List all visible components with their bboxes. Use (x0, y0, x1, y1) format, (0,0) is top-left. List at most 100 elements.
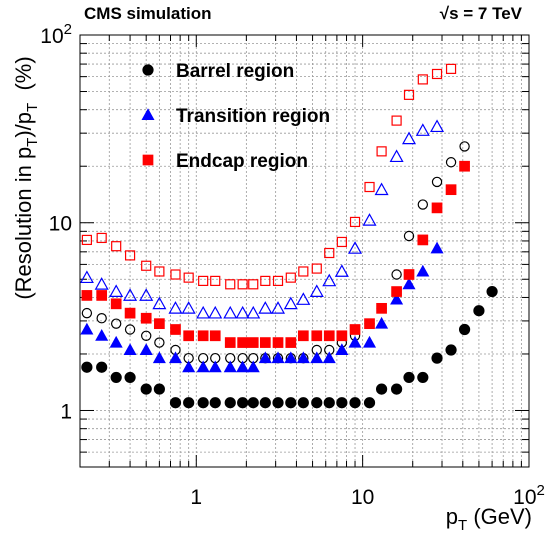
data-point-circle-filled (237, 397, 249, 409)
data-point-square-open (198, 275, 209, 287)
data-point-triangle-open (235, 305, 250, 319)
data-point-circle-open (403, 230, 415, 242)
data-point-circle-open (431, 176, 443, 188)
data-point-square-open (260, 275, 271, 287)
data-point-circle-filled (153, 383, 165, 395)
data-point-square-filled (323, 330, 335, 342)
data-point-circle-filled (349, 397, 361, 409)
data-point-square-filled (459, 160, 470, 172)
data-point-triangle-open (334, 264, 349, 277)
data-point-square-filled (183, 330, 195, 342)
data-point-triangle-open (430, 119, 445, 133)
data-point-circle-open (124, 324, 136, 335)
data-point-square-filled (209, 330, 221, 342)
header-left: CMS simulation (84, 4, 212, 23)
data-point-triangle-filled (348, 335, 362, 348)
data-point-circle-filled (473, 305, 485, 317)
data-point-triangle-filled (208, 360, 222, 373)
data-point-triangle-open (401, 131, 417, 145)
data-point-square-filled (297, 330, 309, 342)
data-point-triangle-open (196, 305, 211, 319)
data-point-triangle-filled (236, 360, 250, 373)
data-point-triangle-filled (322, 351, 336, 364)
data-point-triangle-filled (196, 360, 210, 373)
data-point-circle-open (459, 141, 470, 152)
data-point-triangle-filled (223, 360, 237, 373)
legend-label: Barrel region (176, 61, 294, 82)
data-point-triangle-open (271, 301, 286, 314)
data-point-triangle-open (94, 277, 109, 290)
data-point-square-open (376, 146, 387, 157)
data-point-circle-filled (445, 344, 457, 356)
data-point-circle-filled (247, 397, 259, 409)
data-point-square-filled (140, 312, 152, 324)
data-point-square-filled (349, 324, 361, 335)
data-point-square-filled (124, 307, 136, 319)
data-point-circle-open (154, 337, 165, 348)
data-point-square-open (141, 260, 152, 271)
data-point-triangle-open (374, 182, 389, 196)
data-point-square-filled (197, 330, 209, 342)
data-point-square-open (248, 279, 259, 290)
data-point-triangle-open (208, 305, 223, 319)
data-point-triangle-filled (271, 351, 285, 364)
data-point-circle-filled (336, 397, 348, 409)
data-point-square-filled (96, 290, 108, 301)
data-point-square-open (336, 236, 347, 248)
data-point-triangle-filled (168, 351, 183, 364)
data-point-square-filled (417, 234, 429, 246)
data-point-triangle-filled (139, 343, 153, 355)
legend: Barrel region Transition region Endcap reg… (141, 61, 330, 172)
data-point-circle-filled (311, 397, 323, 409)
data-point-triangle-filled (416, 264, 430, 277)
data-point-triangle-filled (335, 343, 349, 355)
data-point-circle-open (96, 313, 107, 324)
data-point-circle-open (417, 199, 429, 210)
data-point-triangle-open (415, 123, 430, 136)
data-point-square-filled (391, 286, 402, 297)
data-point-circle-filled (209, 397, 221, 409)
data-point-square-filled (285, 337, 297, 348)
y-tick-label: 1 (60, 400, 72, 423)
data-point-circle-filled (323, 397, 335, 409)
data-point-square-open (225, 279, 236, 290)
data-point-triangle-open (109, 284, 124, 297)
data-point-circle-filled (390, 383, 403, 395)
legend-marker (142, 154, 154, 166)
data-point-square-filled (364, 318, 375, 330)
legend-label: Transition region (176, 106, 330, 127)
data-point-square-open (154, 266, 165, 277)
data-point-triangle-filled (296, 351, 310, 364)
x-axis-label: pT (GeV) (446, 504, 532, 534)
data-point-triangle-filled (284, 351, 298, 364)
data-point-triangle-open (139, 288, 154, 301)
x-tick-label: 1 (190, 486, 202, 509)
data-point-square-filled (445, 184, 457, 196)
data-point-triangle-filled (310, 351, 324, 364)
data-markers (79, 63, 498, 409)
data-point-square-filled (81, 290, 93, 301)
data-point-square-filled (431, 202, 443, 214)
data-point-triangle-open (258, 301, 273, 314)
data-point-square-open (272, 275, 284, 287)
data-point-square-open (324, 247, 335, 259)
data-point-square-filled (110, 298, 122, 310)
data-point-triangle-open (322, 273, 337, 287)
data-point-square-filled (247, 337, 259, 348)
data-point-circle-filled (259, 397, 271, 409)
tick-labels: 1 10 102 1 10 102 (40, 21, 545, 509)
data-point-circle-filled (417, 371, 429, 384)
data-point-triangle-filled (375, 316, 389, 329)
data-point-circle-open (141, 330, 152, 341)
data-point-square-filled (259, 337, 271, 348)
data-point-square-open (445, 63, 457, 74)
data-point-circle-filled (124, 371, 136, 384)
data-point-triangle-open (246, 305, 261, 319)
data-point-triangle-open (168, 301, 183, 314)
data-point-circle-filled (110, 371, 122, 384)
data-point-triangle-filled (390, 292, 404, 305)
data-point-square-open (285, 272, 296, 283)
data-point-circle-filled (363, 397, 376, 409)
data-point-square-open (96, 232, 107, 244)
